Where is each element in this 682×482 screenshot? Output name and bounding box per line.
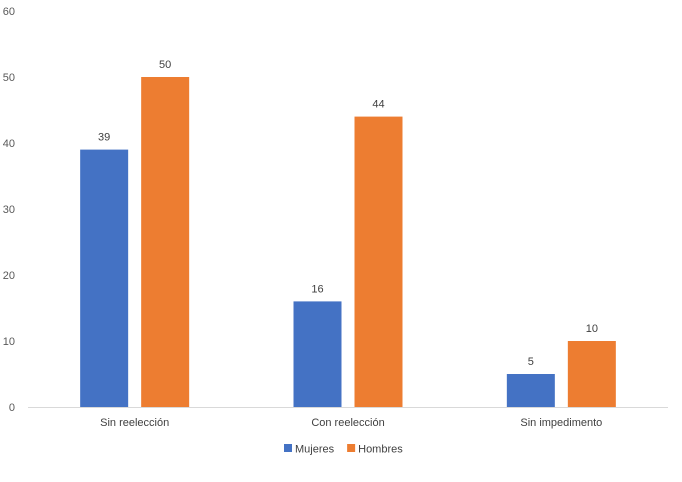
bar-hombres — [567, 341, 616, 407]
y-tick-label: 20 — [3, 270, 15, 282]
bar-hombres — [141, 77, 190, 407]
legend-label: Mujeres — [295, 444, 335, 456]
data-label: 39 — [98, 132, 110, 144]
y-axis-ticks: 0 10 20 30 40 50 60 — [3, 6, 15, 414]
bar-mujeres — [80, 149, 129, 407]
legend-label: Hombres — [358, 444, 403, 456]
data-label: 5 — [528, 356, 534, 368]
category-label: Con reelección — [311, 417, 384, 429]
category-label: Sin reelección — [100, 417, 169, 429]
bars — [80, 77, 616, 407]
data-label: 16 — [311, 283, 323, 295]
data-label: 50 — [159, 59, 171, 71]
legend-swatch — [284, 444, 292, 452]
category-label: Sin impedimento — [520, 417, 602, 429]
y-tick-label: 30 — [3, 204, 15, 216]
data-label: 44 — [372, 99, 384, 111]
bar-mujeres — [293, 301, 342, 407]
bar-mujeres — [506, 374, 555, 407]
legend-swatch — [347, 444, 356, 452]
bar-hombres — [354, 116, 403, 407]
data-labels: 39 50 16 44 5 10 — [98, 59, 598, 368]
y-tick-label: 40 — [3, 138, 15, 150]
y-tick-label: 10 — [3, 336, 15, 348]
y-tick-label: 60 — [3, 6, 15, 18]
category-labels: Sin reelección Con reelección Sin impedime… — [100, 417, 602, 429]
y-tick-label: 50 — [3, 72, 15, 84]
data-label: 10 — [586, 323, 598, 335]
legend: Mujeres Hombres — [284, 444, 403, 456]
y-tick-label: 0 — [9, 402, 15, 414]
